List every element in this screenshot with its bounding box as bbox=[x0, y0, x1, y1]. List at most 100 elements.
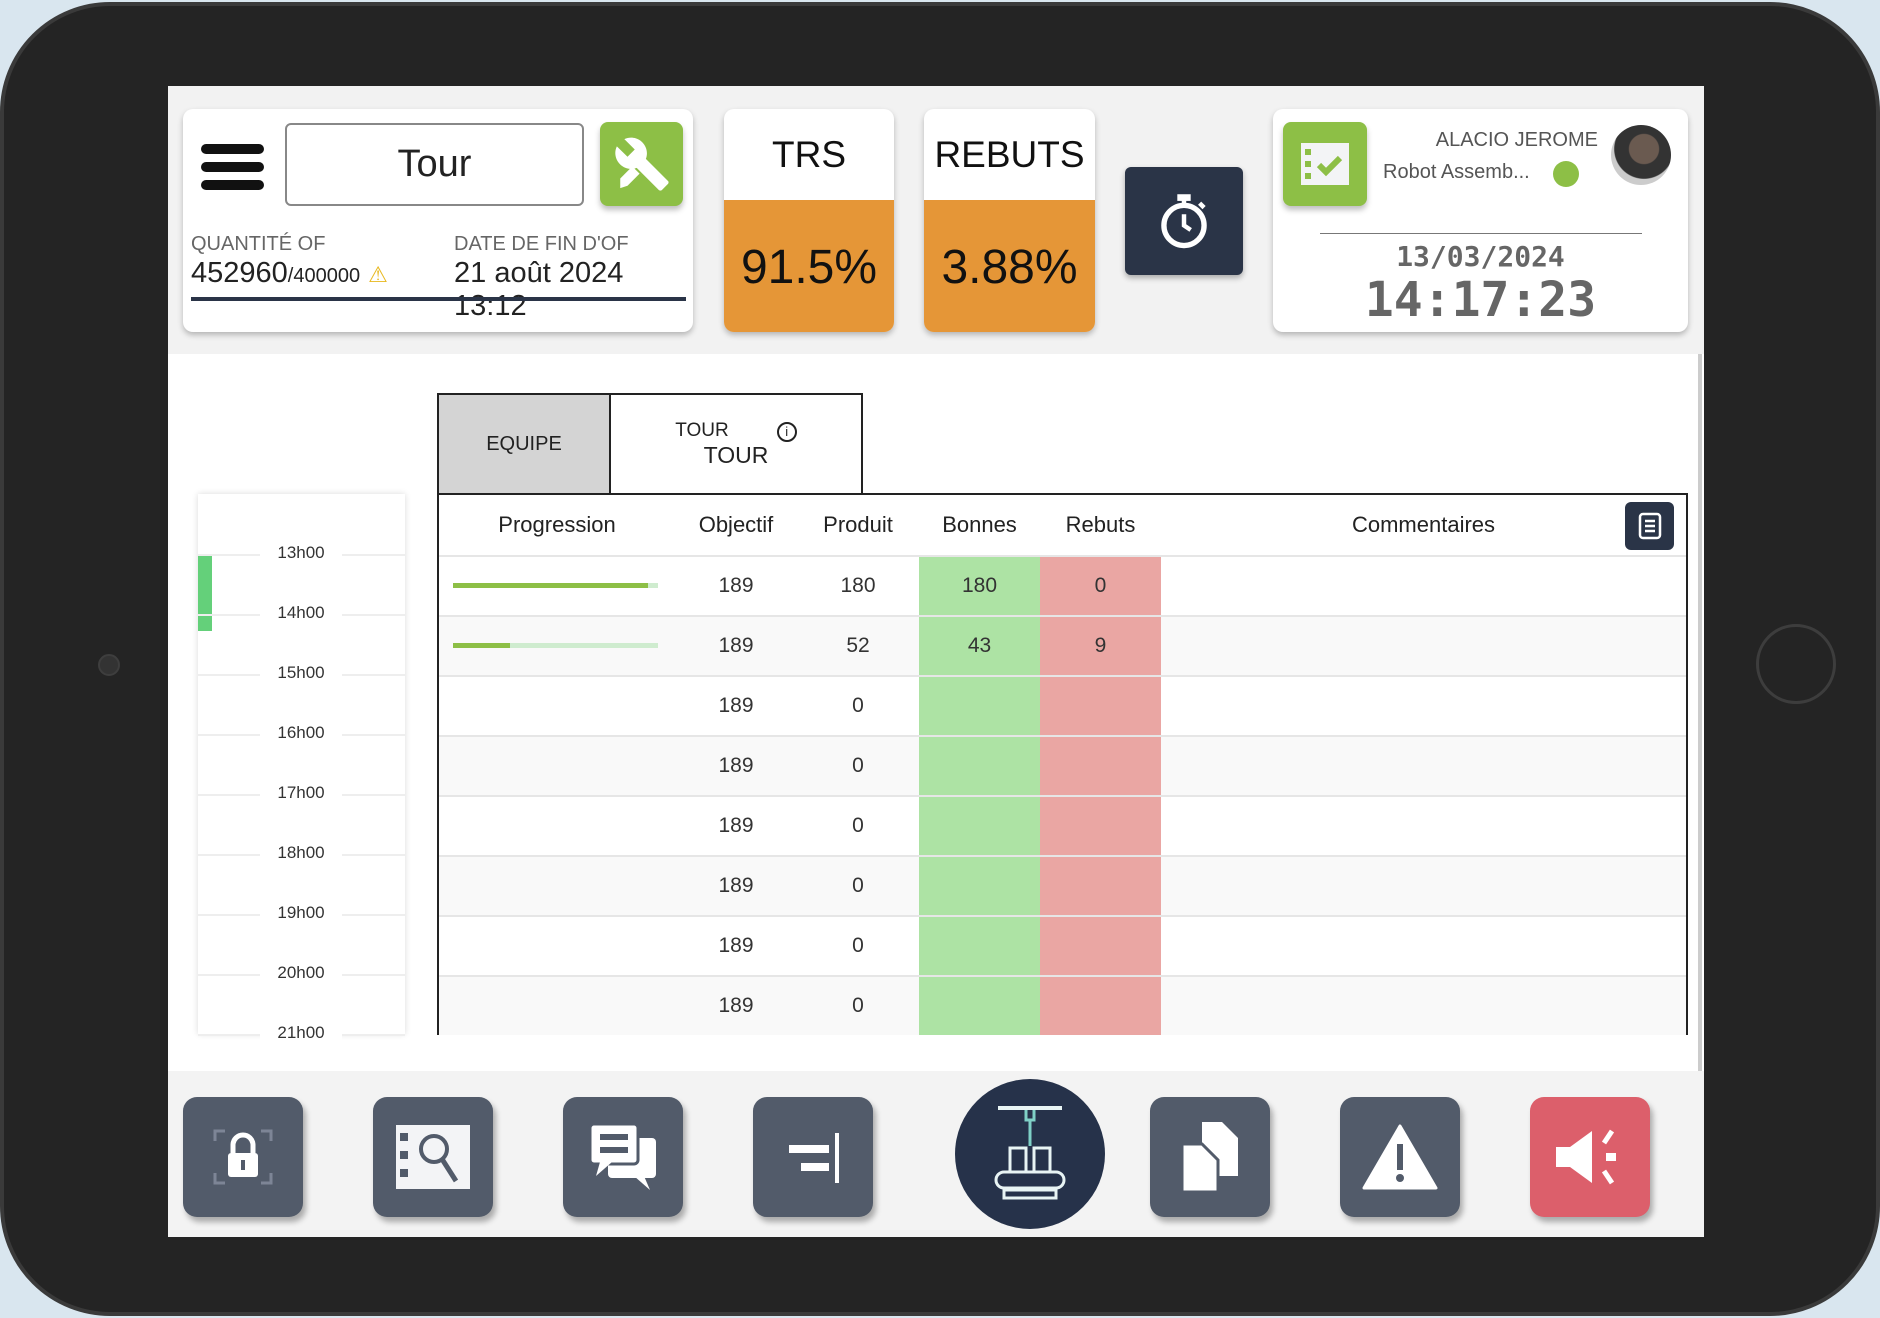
cell-bonnes[interactable] bbox=[919, 797, 1040, 855]
cell-commentaires[interactable] bbox=[1161, 977, 1686, 1035]
production-line-button[interactable] bbox=[955, 1079, 1105, 1229]
timeline-hour-label: 21h00 bbox=[260, 1023, 342, 1043]
camera bbox=[98, 654, 120, 676]
notes-button[interactable] bbox=[1625, 502, 1674, 550]
cell-produit: 180 bbox=[840, 574, 876, 597]
home-button[interactable] bbox=[1756, 624, 1836, 704]
cell-objectif: 189 bbox=[718, 934, 754, 957]
qty-label: QUANTITÉ OF bbox=[191, 233, 326, 255]
of-card: Tour QUANTITÉ OF 452960/400000 ⚠ DATE DE… bbox=[183, 109, 693, 332]
cell-objectif: 189 bbox=[718, 694, 754, 717]
notes-icon bbox=[1638, 512, 1661, 540]
cell-rebuts[interactable] bbox=[1040, 977, 1161, 1035]
avatar[interactable] bbox=[1611, 125, 1671, 185]
col-bonnes: Bonnes bbox=[942, 512, 1017, 537]
chat-icon bbox=[588, 1122, 656, 1190]
cell-objectif: 189 bbox=[718, 574, 754, 597]
cell-rebuts[interactable] bbox=[1040, 857, 1161, 915]
warning-icon bbox=[1362, 1124, 1438, 1190]
cell-commentaires[interactable] bbox=[1161, 677, 1686, 735]
kpi-title: REBUTS bbox=[934, 133, 1085, 175]
cell-rebuts[interactable] bbox=[1040, 737, 1161, 795]
kpi-rebuts[interactable]: REBUTS 3.88% bbox=[924, 109, 1095, 332]
table-row[interactable]: 189 0 bbox=[439, 855, 1686, 915]
kpi-value: 3.88% bbox=[924, 200, 1095, 332]
bottom-toolbar bbox=[168, 1071, 1704, 1237]
cell-bonnes[interactable] bbox=[919, 677, 1040, 735]
cell-commentaires[interactable] bbox=[1161, 797, 1686, 855]
timer-button[interactable] bbox=[1125, 167, 1243, 275]
timeline-hour-label: 15h00 bbox=[260, 663, 342, 683]
cell-objectif: 189 bbox=[718, 814, 754, 837]
kpi-trs[interactable]: TRS 91.5% bbox=[724, 109, 894, 332]
cell-rebuts[interactable]: 9 bbox=[1040, 617, 1161, 675]
timeline-panel: 13h00 14h00 15h00 16h00 17h00 18h00 19h00 20h00… bbox=[198, 494, 405, 1043]
kpi-value: 91.5% bbox=[724, 200, 894, 332]
inspection-button[interactable] bbox=[373, 1097, 493, 1217]
timeline-hour-label: 20h00 bbox=[260, 963, 342, 983]
table-row[interactable]: 189 52 43 9 bbox=[439, 615, 1686, 675]
megaphone-icon bbox=[1556, 1129, 1616, 1185]
current-date: 13/03/2024 bbox=[1396, 240, 1565, 273]
cell-bonnes[interactable] bbox=[919, 917, 1040, 975]
cell-commentaires[interactable] bbox=[1161, 557, 1686, 615]
maintenance-button[interactable] bbox=[600, 122, 683, 206]
user-card: ALACIO JEROME Robot Assemb... 13/03/2024… bbox=[1273, 109, 1688, 332]
machine-selector[interactable]: Tour bbox=[285, 123, 584, 206]
cell-commentaires[interactable] bbox=[1161, 857, 1686, 915]
lock-button[interactable] bbox=[183, 1097, 303, 1217]
qty-value: 452960/400000 ⚠ bbox=[191, 257, 388, 290]
progress-fill bbox=[453, 583, 648, 588]
cell-rebuts[interactable] bbox=[1040, 917, 1161, 975]
info-icon[interactable]: i bbox=[776, 421, 797, 442]
scrollbar[interactable] bbox=[1698, 354, 1702, 1071]
checklist-icon bbox=[1301, 143, 1349, 185]
cell-rebuts[interactable] bbox=[1040, 677, 1161, 735]
table-row[interactable]: 189 0 bbox=[439, 975, 1686, 1035]
cell-produit: 0 bbox=[852, 694, 864, 717]
timeline-hour-label: 19h00 bbox=[260, 903, 342, 923]
cell-commentaires[interactable] bbox=[1161, 917, 1686, 975]
table-row[interactable]: 189 0 bbox=[439, 795, 1686, 855]
tab-label: EQUIPE bbox=[486, 432, 562, 455]
cell-commentaires[interactable] bbox=[1161, 737, 1686, 795]
messages-button[interactable] bbox=[563, 1097, 683, 1217]
table-row[interactable]: 189 0 bbox=[439, 735, 1686, 795]
tab-tour[interactable]: TOUR i TOUR bbox=[609, 393, 863, 495]
table-row[interactable]: 189 180 180 0 bbox=[439, 555, 1686, 615]
cell-produit: 0 bbox=[852, 814, 864, 837]
of-progress-line bbox=[191, 297, 686, 301]
documents-icon bbox=[1180, 1122, 1238, 1194]
table-row[interactable]: 189 0 bbox=[439, 915, 1686, 975]
andon-button[interactable] bbox=[1530, 1097, 1650, 1217]
cell-bonnes[interactable] bbox=[919, 737, 1040, 795]
cell-commentaires[interactable] bbox=[1161, 617, 1686, 675]
timeline-hour-label: 18h00 bbox=[260, 843, 342, 863]
stopwatch-icon bbox=[1161, 194, 1207, 249]
production-table: Progression Objectif Produit Bonnes Rebu… bbox=[437, 493, 1688, 1035]
align-right-icon bbox=[789, 1133, 839, 1183]
align-button[interactable] bbox=[753, 1097, 873, 1217]
checklist-button[interactable] bbox=[1283, 122, 1367, 206]
cell-bonnes[interactable]: 180 bbox=[919, 557, 1040, 615]
cell-rebuts[interactable]: 0 bbox=[1040, 557, 1161, 615]
col-objectif: Objectif bbox=[698, 512, 774, 537]
col-rebuts: Rebuts bbox=[1065, 512, 1136, 537]
alert-button[interactable] bbox=[1340, 1097, 1460, 1217]
checklist-search-icon bbox=[396, 1125, 470, 1189]
cell-rebuts[interactable] bbox=[1040, 797, 1161, 855]
production-line-icon bbox=[994, 1106, 1066, 1200]
tab-equipe[interactable]: EQUIPE bbox=[437, 393, 611, 495]
cell-objectif: 189 bbox=[718, 874, 754, 897]
menu-icon[interactable] bbox=[201, 144, 264, 198]
cell-produit: 0 bbox=[852, 934, 864, 957]
cell-objectif: 189 bbox=[718, 634, 754, 657]
table-row[interactable]: 189 0 bbox=[439, 675, 1686, 735]
app-screen: Tour QUANTITÉ OF 452960/400000 ⚠ DATE DE… bbox=[168, 86, 1704, 1237]
qty-produced: 452960 bbox=[191, 257, 288, 289]
cell-bonnes[interactable]: 43 bbox=[919, 617, 1040, 675]
cell-bonnes[interactable] bbox=[919, 857, 1040, 915]
documents-button[interactable] bbox=[1150, 1097, 1270, 1217]
warning-icon: ⚠ bbox=[368, 262, 388, 287]
cell-bonnes[interactable] bbox=[919, 977, 1040, 1035]
